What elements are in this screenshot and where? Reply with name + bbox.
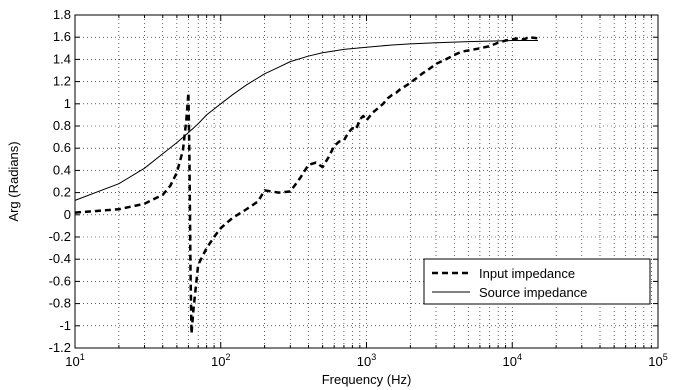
y-tick-label: 0.6: [53, 140, 71, 155]
ticks: [74, 14, 658, 349]
series-line-source-impedance: [74, 40, 538, 201]
y-tick-label: -1: [59, 318, 71, 333]
y-tick-label: -1.2: [49, 340, 71, 355]
series-line-input-impedance: [74, 35, 539, 335]
y-tick-label: 0.8: [53, 118, 71, 133]
y-tick-label: -0.2: [49, 229, 71, 244]
y-tick-label: -0.6: [49, 273, 71, 288]
x-tick-label: 102: [211, 352, 230, 369]
x-axis-label: Frequency (Hz): [322, 372, 412, 387]
y-tick-label: 1.2: [53, 74, 71, 89]
series-layer: [74, 35, 539, 335]
y-tick-label: 1.8: [53, 7, 71, 22]
tick-labels: 1.8 1.6 1.4 1.2 1 0.8 0.6 0.4 0.2 0 -0.2 -0.4 -0.6 -0…: [49, 7, 668, 369]
legend-box: [423, 258, 651, 305]
y-tick-label: 1: [64, 96, 71, 111]
legend-label-input-impedance: Input impedance: [479, 266, 575, 281]
legend: Input impedance Source impedance: [423, 258, 651, 305]
y-tick-label: 0.4: [53, 162, 71, 177]
x-tick-label: 103: [357, 352, 376, 369]
y-tick-label: 1.4: [53, 51, 71, 66]
x-tick-label: 104: [503, 352, 522, 369]
legend-label-source-impedance: Source impedance: [479, 285, 587, 300]
y-axis-label: Arg (Radians): [6, 141, 21, 221]
y-tick-label: -0.4: [49, 251, 71, 266]
y-tick-label: 0: [64, 207, 71, 222]
y-tick-label: -0.8: [49, 296, 71, 311]
y-tick-label: 0.2: [53, 185, 71, 200]
x-tick-label: 101: [65, 352, 84, 369]
x-tick-label: 105: [648, 352, 667, 369]
y-tick-label: 1.6: [53, 29, 71, 44]
